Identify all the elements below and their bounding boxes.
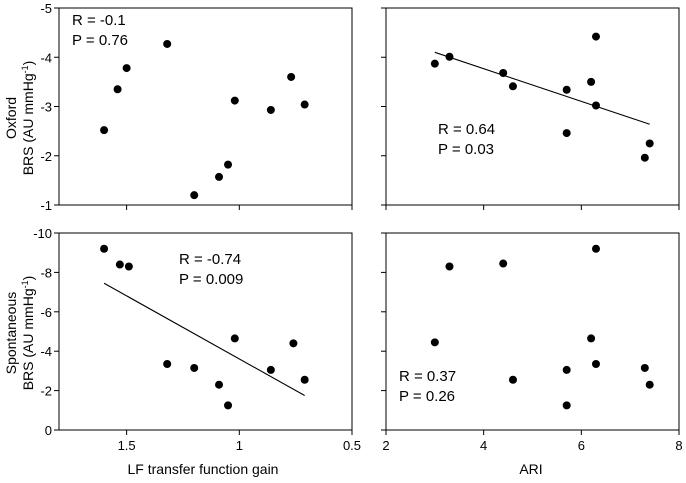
data-point	[562, 129, 571, 138]
data-point	[287, 72, 296, 81]
panel-frame	[385, 7, 680, 206]
data-point	[115, 260, 124, 269]
y-tick-label: 0	[45, 423, 52, 438]
data-point	[591, 360, 600, 369]
stat-p-value: P = 0.009	[179, 271, 243, 288]
stat-p-value: P = 0.76	[72, 32, 128, 49]
data-point	[122, 64, 131, 73]
data-point	[591, 244, 600, 253]
data-point	[645, 139, 654, 148]
data-point	[591, 101, 600, 110]
y-tick-label: -5	[40, 1, 52, 16]
stat-p-value: P = 0.03	[438, 141, 494, 158]
data-point	[230, 96, 239, 105]
x-tick-label: 1.5	[118, 438, 136, 453]
data-point	[640, 363, 649, 372]
data-point	[289, 339, 298, 348]
regression-line	[103, 282, 305, 397]
data-point	[591, 32, 600, 41]
row-label-oxford-title: Oxford	[3, 97, 19, 139]
panel-frame	[385, 232, 680, 431]
x-tick-label: 6	[578, 438, 585, 453]
data-point	[300, 375, 309, 384]
data-point	[124, 262, 133, 271]
y-tick-label: -6	[40, 305, 52, 320]
data-point	[190, 363, 199, 372]
data-point	[499, 259, 508, 268]
panel-frame	[58, 232, 353, 431]
row-label-oxford-units: BRS (AU mmHg-1)	[20, 61, 36, 176]
x-axis-label-ari: ARI	[519, 461, 542, 477]
data-point	[445, 52, 454, 61]
data-point	[266, 365, 275, 374]
data-point	[300, 100, 309, 109]
data-point	[562, 365, 571, 374]
data-point	[163, 39, 172, 48]
data-point	[508, 82, 517, 91]
regression-line	[434, 51, 650, 125]
data-point	[430, 338, 439, 347]
data-point	[100, 126, 109, 135]
y-tick-label: -2	[40, 149, 52, 164]
x-tick-label: 1	[236, 438, 243, 453]
data-point	[430, 59, 439, 68]
panel-bottom-right: 2 4 6 8 R = 0.37 P = 0.26	[381, 232, 683, 453]
row-labels: Oxford BRS (AU mmHg-1) Spontaneous BRS (…	[3, 61, 36, 391]
y-tick-label: -8	[40, 265, 52, 280]
data-point	[499, 69, 508, 78]
data-point	[215, 380, 224, 389]
data-point	[587, 334, 596, 343]
stat-p-value: P = 0.26	[399, 388, 455, 405]
data-point	[113, 85, 122, 94]
panels: -5 -4 -3 -2 -1 R = -0.1 P = 0.76 R = 0.64 P = 0.…	[33, 1, 682, 453]
x-axis-label-lf-gain: LF transfer function gain	[128, 461, 279, 477]
y-tick-label: -3	[40, 100, 52, 115]
row-label-spontaneous-title: Spontaneous	[3, 292, 19, 375]
data-point	[562, 401, 571, 410]
data-point	[224, 160, 233, 169]
data-point	[224, 401, 233, 410]
y-tick-label: -10	[33, 226, 52, 241]
data-point	[163, 360, 172, 369]
stat-r-value: R = 0.64	[438, 121, 495, 138]
row-label-spontaneous-units: BRS (AU mmHg-1)	[20, 276, 36, 391]
data-point	[230, 334, 239, 343]
panel-top-left: -5 -4 -3 -2 -1 R = -0.1 P = 0.76	[40, 1, 353, 213]
stat-r-value: R = -0.1	[72, 12, 126, 29]
y-tick-label: -4	[40, 50, 52, 65]
panel-top-right: R = 0.64 P = 0.03	[381, 7, 680, 210]
x-tick-label: 8	[675, 438, 682, 453]
data-point	[190, 191, 199, 200]
stat-r-value: R = 0.37	[399, 368, 456, 385]
data-point	[640, 153, 649, 162]
data-point	[215, 172, 224, 181]
data-point	[266, 105, 275, 114]
stat-r-value: R = -0.74	[179, 251, 241, 268]
y-tick-label: -2	[40, 384, 52, 399]
data-point	[562, 85, 571, 94]
y-tick-label: -1	[40, 198, 52, 213]
data-point	[587, 77, 596, 86]
panel-bottom-left: -10 -8 -6 -4 -2 0 1.5 1 0.5 R = -0.74 P = 0.009	[33, 226, 361, 453]
x-tick-label: 2	[382, 438, 389, 453]
x-tick-label: 4	[480, 438, 487, 453]
data-point	[445, 262, 454, 271]
x-tick-label: 0.5	[343, 438, 361, 453]
data-point	[508, 375, 517, 384]
y-tick-label: -4	[40, 344, 52, 359]
data-point	[100, 244, 109, 253]
data-point	[645, 380, 654, 389]
